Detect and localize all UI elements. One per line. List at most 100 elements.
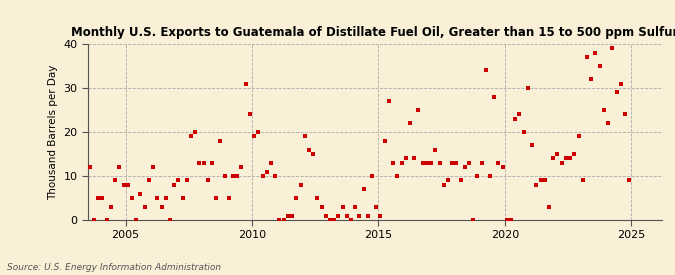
Point <box>489 95 500 99</box>
Point <box>295 183 306 187</box>
Point <box>160 196 171 200</box>
Point <box>84 165 95 169</box>
Point <box>535 178 546 183</box>
Point <box>105 205 116 209</box>
Point <box>409 156 420 161</box>
Point <box>451 161 462 165</box>
Point <box>156 205 167 209</box>
Point <box>190 130 200 134</box>
Point <box>169 183 180 187</box>
Point <box>362 213 373 218</box>
Point <box>468 218 479 222</box>
Point <box>493 161 504 165</box>
Point <box>346 218 356 222</box>
Point <box>379 139 390 143</box>
Point <box>337 205 348 209</box>
Point <box>375 213 386 218</box>
Title: Monthly U.S. Exports to Guatemala of Distillate Fuel Oil, Greater than 15 to 500: Monthly U.S. Exports to Guatemala of Dis… <box>71 26 675 39</box>
Point <box>510 117 521 121</box>
Point <box>552 152 563 156</box>
Point <box>434 161 445 165</box>
Point <box>539 178 550 183</box>
Point <box>607 46 618 51</box>
Point <box>152 196 163 200</box>
Point <box>287 213 298 218</box>
Point <box>342 213 352 218</box>
Point <box>354 213 365 218</box>
Point <box>118 183 129 187</box>
Point <box>261 169 272 174</box>
Point <box>223 196 234 200</box>
Point <box>135 191 146 196</box>
Point <box>312 196 323 200</box>
Point <box>278 218 289 222</box>
Point <box>274 218 285 222</box>
Point <box>560 156 571 161</box>
Point <box>316 205 327 209</box>
Point <box>236 165 247 169</box>
Point <box>387 161 398 165</box>
Point <box>114 165 125 169</box>
Point <box>358 187 369 191</box>
Point <box>88 218 99 222</box>
Point <box>531 183 542 187</box>
Point <box>590 51 601 55</box>
Point <box>396 161 407 165</box>
Point <box>573 134 584 139</box>
Point <box>350 205 360 209</box>
Point <box>481 68 491 73</box>
Point <box>603 121 614 125</box>
Point <box>127 196 138 200</box>
Point <box>392 174 403 178</box>
Point <box>485 174 495 178</box>
Point <box>594 64 605 68</box>
Point <box>329 218 340 222</box>
Point <box>564 156 575 161</box>
Point <box>207 161 217 165</box>
Point <box>144 178 155 183</box>
Point <box>413 108 424 112</box>
Point <box>497 165 508 169</box>
Point <box>548 156 559 161</box>
Point <box>400 156 411 161</box>
Point <box>304 147 315 152</box>
Point <box>514 112 525 117</box>
Point <box>476 161 487 165</box>
Point <box>248 134 259 139</box>
Point <box>202 178 213 183</box>
Point <box>291 196 302 200</box>
Point <box>518 130 529 134</box>
Point <box>80 147 91 152</box>
Point <box>194 161 205 165</box>
Point <box>556 161 567 165</box>
Point <box>422 161 433 165</box>
Point <box>611 90 622 95</box>
Point <box>186 134 196 139</box>
Point <box>244 112 255 117</box>
Point <box>472 174 483 178</box>
Point <box>325 218 335 222</box>
Point <box>586 77 597 81</box>
Point <box>253 130 264 134</box>
Point <box>367 174 377 178</box>
Point <box>227 174 238 178</box>
Y-axis label: Thousand Barrels per Day: Thousand Barrels per Day <box>48 64 57 200</box>
Point <box>506 218 516 222</box>
Point <box>257 174 268 178</box>
Point <box>283 213 294 218</box>
Point <box>122 183 133 187</box>
Point <box>543 205 554 209</box>
Point <box>265 161 276 165</box>
Point <box>177 196 188 200</box>
Point <box>426 161 437 165</box>
Point <box>582 55 593 59</box>
Point <box>240 81 251 86</box>
Point <box>270 174 281 178</box>
Point <box>139 205 150 209</box>
Point <box>333 213 344 218</box>
Point <box>383 99 394 103</box>
Point <box>615 81 626 86</box>
Point <box>417 161 428 165</box>
Point <box>522 86 533 90</box>
Point <box>182 178 192 183</box>
